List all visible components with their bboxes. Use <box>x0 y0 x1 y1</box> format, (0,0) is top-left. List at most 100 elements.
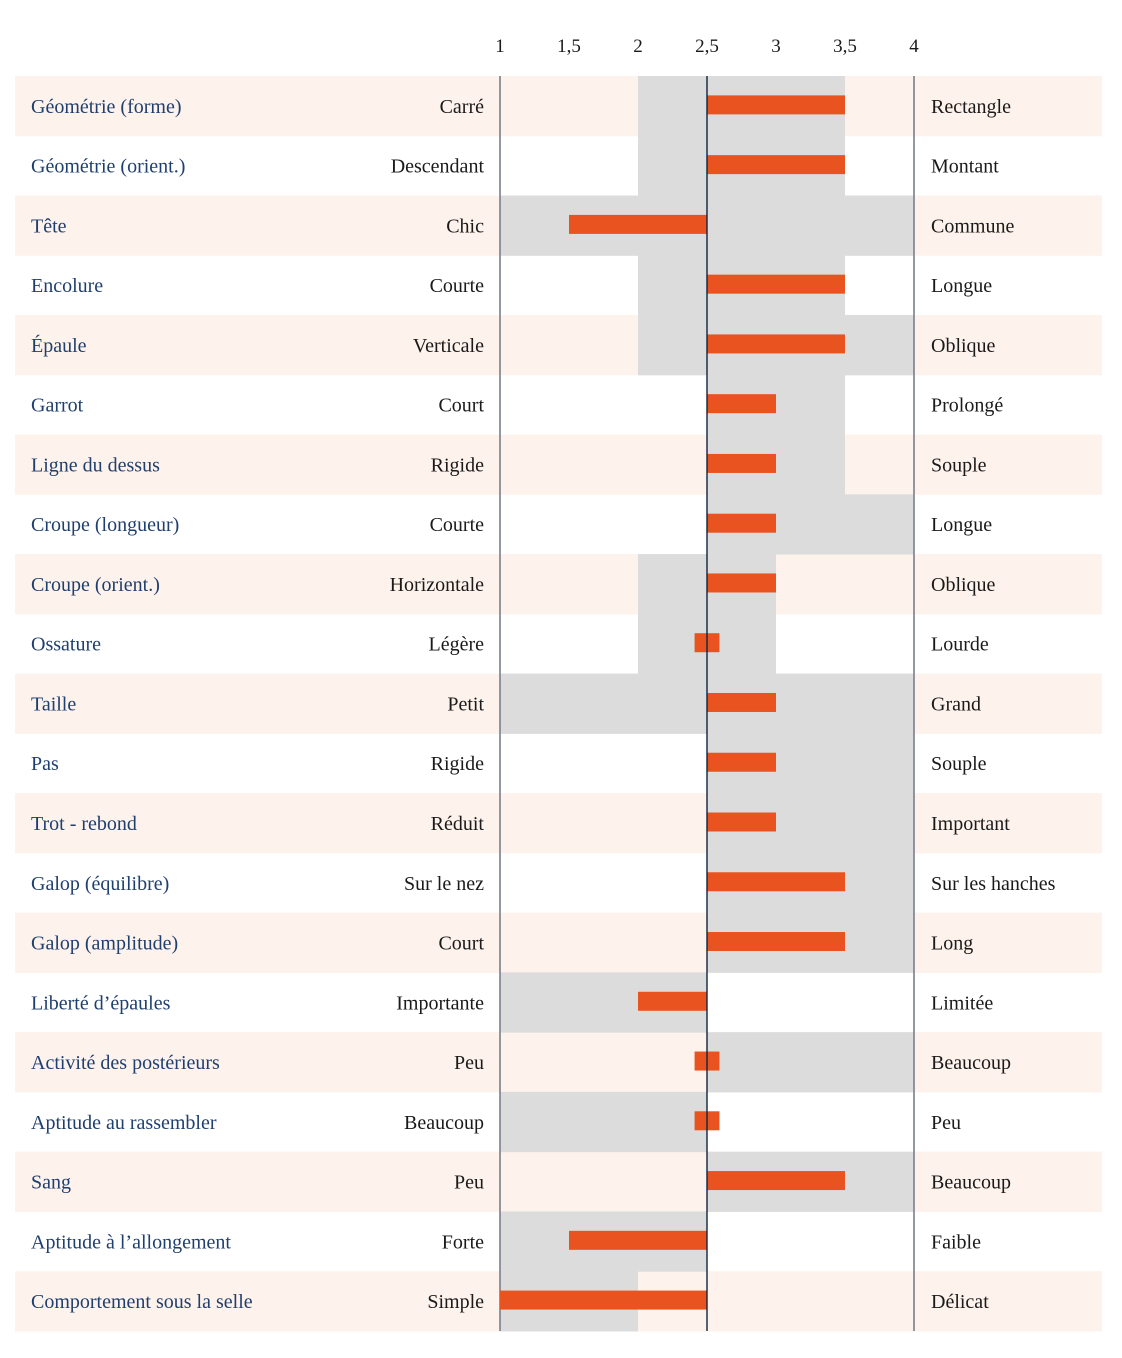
right-pole-label: Sur les hanches <box>931 873 1056 895</box>
value-bar <box>569 1230 707 1250</box>
right-pole-label: Grand <box>931 693 981 715</box>
value-bar <box>638 991 707 1011</box>
left-pole-label: Descendant <box>391 156 485 178</box>
right-pole-label: Beaucoup <box>931 1052 1011 1074</box>
value-bar <box>707 752 776 772</box>
right-pole-label: Rectangle <box>931 96 1011 118</box>
category-label: Taille <box>31 693 76 715</box>
category-label: Croupe (orient.) <box>31 574 160 596</box>
left-pole-label: Peu <box>454 1052 484 1074</box>
category-label: Aptitude au rassembler <box>31 1112 217 1134</box>
category-label: Garrot <box>31 395 84 417</box>
category-label: Ligne du dessus <box>31 454 160 476</box>
category-label: Liberté d’épaules <box>31 992 171 1014</box>
row-background <box>15 912 1102 973</box>
right-pole-label: Lourde <box>931 634 989 656</box>
right-pole-label: Délicat <box>931 1291 989 1313</box>
right-pole-label: Long <box>931 933 973 955</box>
category-label: Pas <box>31 753 59 775</box>
value-bar <box>707 274 845 294</box>
category-label: Géométrie (orient.) <box>31 156 185 178</box>
x-tick-label: 2,5 <box>695 36 719 57</box>
right-pole-label: Longue <box>931 514 992 536</box>
left-pole-label: Simple <box>427 1291 484 1313</box>
left-pole-label: Petit <box>447 693 484 715</box>
left-pole-label: Rigide <box>431 454 484 476</box>
value-bar <box>500 1290 707 1310</box>
right-pole-label: Souple <box>931 454 987 476</box>
left-pole-label: Rigide <box>431 753 484 775</box>
value-bar <box>707 1171 845 1191</box>
left-pole-label: Légère <box>428 634 484 656</box>
x-tick-label: 1,5 <box>557 36 581 57</box>
right-pole-label: Oblique <box>931 574 996 596</box>
row-background <box>15 1032 1102 1093</box>
category-label: Croupe (longueur) <box>31 514 179 536</box>
category-label: Comportement sous la selle <box>31 1291 253 1313</box>
category-label: Aptitude à l’allongement <box>31 1231 231 1253</box>
axis-lines <box>499 76 915 1331</box>
left-pole-label: Verticale <box>413 335 484 357</box>
value-bar <box>707 155 845 175</box>
category-label: Activité des postérieurs <box>31 1052 220 1074</box>
x-tick-label: 3 <box>771 36 781 57</box>
left-pole-label: Beaucoup <box>404 1112 484 1134</box>
right-pole-label: Prolongé <box>931 395 1003 417</box>
value-bar <box>707 95 845 115</box>
right-pole-label: Montant <box>931 156 999 178</box>
left-pole-label: Courte <box>430 275 485 297</box>
row-background <box>15 76 1102 137</box>
value-bar <box>569 214 707 234</box>
value-bar <box>707 932 845 952</box>
value-bar <box>707 394 776 414</box>
range-band <box>500 1091 707 1153</box>
value-bar <box>707 334 845 354</box>
category-label: Ossature <box>31 634 101 656</box>
right-pole-label: Oblique <box>931 335 996 357</box>
row-background <box>15 793 1102 854</box>
value-bar <box>707 812 776 832</box>
left-pole-label: Importante <box>396 992 484 1014</box>
category-label: Épaule <box>31 334 87 357</box>
left-pole-label: Court <box>438 395 484 417</box>
left-pole-label: Forte <box>442 1231 484 1253</box>
right-pole-label: Important <box>931 813 1010 835</box>
right-pole-label: Longue <box>931 275 992 297</box>
right-pole-label: Peu <box>931 1112 961 1134</box>
x-tick-label: 3,5 <box>833 36 857 57</box>
value-bar <box>707 513 776 533</box>
value-bar <box>707 453 776 473</box>
value-bar <box>707 692 776 712</box>
category-label: Galop (équilibre) <box>31 873 169 895</box>
range-band <box>707 1032 914 1093</box>
right-pole-label: Beaucoup <box>931 1172 1011 1194</box>
category-label: Tête <box>31 215 67 237</box>
left-pole-label: Horizontale <box>390 574 485 596</box>
category-label: Sang <box>31 1172 71 1194</box>
category-label: Galop (amplitude) <box>31 933 178 955</box>
row-background <box>15 315 1102 376</box>
left-pole-label: Chic <box>446 215 484 237</box>
value-bar <box>707 573 776 593</box>
row-background <box>15 1151 1102 1212</box>
right-pole-label: Limitée <box>931 992 993 1014</box>
category-label: Géométrie (forme) <box>31 96 181 118</box>
row-labels: Géométrie (forme) Carré Rectangle Géométrie… <box>31 96 1056 1313</box>
left-pole-label: Carré <box>440 96 485 118</box>
category-label: Encolure <box>31 275 103 297</box>
value-bars <box>500 76 845 1331</box>
left-pole-label: Sur le nez <box>404 873 484 895</box>
row-backgrounds <box>15 76 1102 1332</box>
left-pole-label: Réduit <box>431 813 485 835</box>
x-axis-ticks: 1 1,5 2 2,5 3 3,5 4 <box>495 36 919 57</box>
row-background <box>15 554 1102 615</box>
right-pole-label: Commune <box>931 215 1014 237</box>
value-bar <box>707 872 845 892</box>
x-tick-label: 4 <box>909 36 919 57</box>
category-label: Trot - rebond <box>31 813 137 835</box>
right-pole-label: Souple <box>931 753 987 775</box>
row-background <box>15 434 1102 495</box>
x-tick-label: 1 <box>495 36 505 57</box>
left-pole-label: Courte <box>430 514 485 536</box>
left-pole-label: Peu <box>454 1172 484 1194</box>
